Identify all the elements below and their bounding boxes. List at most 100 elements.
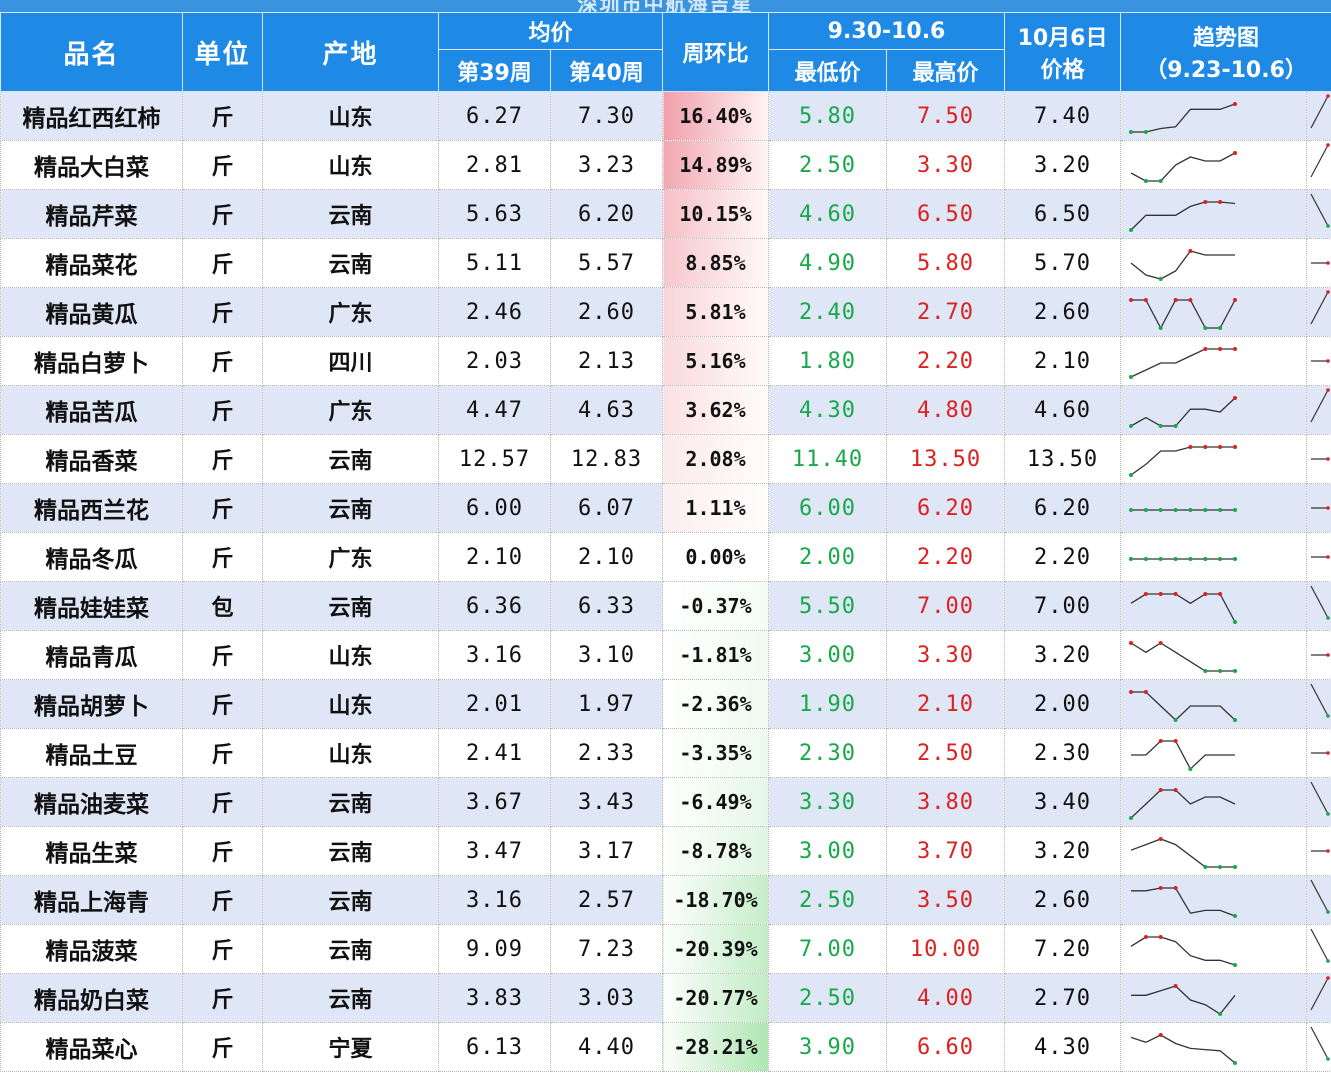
- item-origin: 山东: [262, 91, 439, 141]
- col-date-header: 10月6日 价格: [1004, 12, 1122, 92]
- item-origin: 云南: [262, 826, 439, 876]
- mini-trend-point: [1326, 555, 1330, 559]
- table-row: 精品黄瓜斤广东 2.46 2.60 5.81% 2.40 2.70 2.60: [0, 287, 1331, 337]
- item-origin: 云南: [262, 238, 439, 288]
- sparkline-svg: [1129, 445, 1238, 477]
- mini-trend-point: [1326, 616, 1330, 620]
- wow-change: 1.11%: [662, 483, 770, 533]
- report-title: 深圳市中航海吉星: [577, 0, 754, 12]
- sparkline-point: [1129, 298, 1134, 302]
- sparkline-svg: [1131, 984, 1236, 1016]
- item-unit: 斤: [182, 777, 263, 827]
- mini-trend-point: [1326, 388, 1330, 392]
- week40-price: 2.13: [549, 336, 664, 386]
- table-row: 精品菠菜斤云南 9.09 7.23 -20.39% 7.00 10.00 7.20: [0, 924, 1331, 974]
- sparkline-svg: [1129, 690, 1238, 722]
- item-name: 精品菠菜: [0, 924, 183, 974]
- mini-trend-line: [1310, 291, 1329, 325]
- item-origin: 云南: [262, 189, 439, 239]
- low-price: 3.00: [768, 826, 888, 876]
- sparkline-point: [1218, 200, 1223, 204]
- wow-change: 5.81%: [662, 287, 770, 337]
- wow-change: -0.37%: [662, 581, 770, 631]
- mini-trend: [1306, 630, 1331, 680]
- item-unit: 斤: [182, 826, 263, 876]
- mini-trend-svg: [1310, 928, 1330, 963]
- col-wow-header: 周环比: [662, 12, 770, 92]
- sparkline-path: [1130, 936, 1236, 966]
- week39-price: 3.16: [438, 875, 551, 925]
- low-price: 2.50: [768, 973, 888, 1023]
- date-header-line2: 价格: [1040, 58, 1085, 83]
- item-origin: 山东: [262, 679, 439, 729]
- sparkline-svg: [1130, 592, 1238, 624]
- mini-trend-svg: [1311, 751, 1330, 755]
- sparkline-svg: [1130, 249, 1236, 281]
- item-origin: 云南: [262, 434, 439, 484]
- trend-sparkline: [1120, 777, 1308, 827]
- wow-change: 0.00%: [662, 532, 770, 582]
- sparkline-point: [1233, 445, 1238, 449]
- sparkline-point: [1233, 508, 1238, 512]
- trend-sparkline: [1120, 1022, 1308, 1072]
- sparkline-point: [1158, 592, 1163, 596]
- item-origin: 山东: [262, 140, 439, 190]
- sparkline-svg: [1130, 935, 1238, 967]
- current-price: 2.70: [1004, 973, 1122, 1023]
- sparkline-path: [1130, 397, 1236, 427]
- sparkline-point: [1218, 669, 1223, 673]
- high-price: 3.70: [886, 826, 1006, 876]
- table-row: 精品白萝卜斤四川 2.03 2.13 5.16% 1.80 2.20 2.10: [0, 336, 1331, 386]
- low-price: 4.90: [768, 238, 888, 288]
- sparkline-path: [1130, 201, 1236, 231]
- mini-trend: [1306, 336, 1331, 386]
- trend-sparkline: [1120, 287, 1308, 337]
- col-low-header: 最低价: [768, 49, 888, 92]
- mini-trend-point: [1326, 143, 1330, 147]
- sparkline-point: [1233, 914, 1238, 918]
- sparkline-path: [1131, 887, 1236, 917]
- item-unit: 斤: [182, 875, 263, 925]
- low-price: 5.50: [768, 581, 888, 631]
- wow-change: -1.81%: [662, 630, 770, 680]
- mini-trend-point: [1326, 849, 1330, 853]
- col-trend-header: 趋势图 （9.23-10.6）: [1120, 12, 1331, 92]
- mini-trend: [1306, 875, 1331, 925]
- week40-price: 3.17: [549, 826, 664, 876]
- sparkline-point: [1203, 508, 1208, 512]
- table-row: 精品青瓜斤山东 3.16 3.10 -1.81% 3.00 3.30 3.20: [0, 630, 1331, 680]
- price-table: 品名 单位 产地 均价 周环比 9.30-10.6 10月6日 价格 趋势图 （…: [0, 12, 1331, 1072]
- week39-price: 2.81: [438, 140, 551, 190]
- mini-trend: [1306, 679, 1331, 729]
- item-name: 精品芹菜: [0, 189, 183, 239]
- mini-trend-line: [1310, 389, 1329, 423]
- mini-trend-line: [1310, 879, 1329, 913]
- current-price: 3.20: [1004, 826, 1122, 876]
- low-price: 4.60: [768, 189, 888, 239]
- low-price: 7.00: [768, 924, 888, 974]
- table-row: 精品上海青斤云南 3.16 2.57 -18.70% 2.50 3.50 2.60: [0, 875, 1331, 925]
- sparkline-point: [1233, 396, 1238, 400]
- week40-price: 2.33: [549, 728, 664, 778]
- high-price: 2.10: [886, 679, 1006, 729]
- trend-sparkline: [1120, 581, 1308, 631]
- low-price: 6.00: [768, 483, 888, 533]
- sparkline-point: [1188, 298, 1193, 302]
- date-header-line1: 10月6日: [1017, 26, 1108, 51]
- sparkline-svg: [1130, 837, 1238, 869]
- item-origin: 云南: [262, 581, 439, 631]
- week39-price: 2.46: [438, 287, 551, 337]
- trend-sparkline: [1120, 238, 1308, 288]
- trend-sparkline: [1120, 189, 1308, 239]
- mini-trend-point: [1326, 457, 1330, 461]
- week39-price: 5.11: [438, 238, 551, 288]
- sparkline-point: [1173, 424, 1178, 428]
- current-price: 3.20: [1004, 140, 1122, 190]
- sparkline-point: [1129, 424, 1134, 428]
- week39-price: 3.47: [438, 826, 551, 876]
- mini-trend-line: [1310, 193, 1329, 227]
- mini-trend-svg: [1310, 585, 1330, 620]
- high-price: 10.00: [886, 924, 1006, 974]
- sparkline-point: [1233, 347, 1238, 351]
- mini-trend-point: [1326, 976, 1330, 980]
